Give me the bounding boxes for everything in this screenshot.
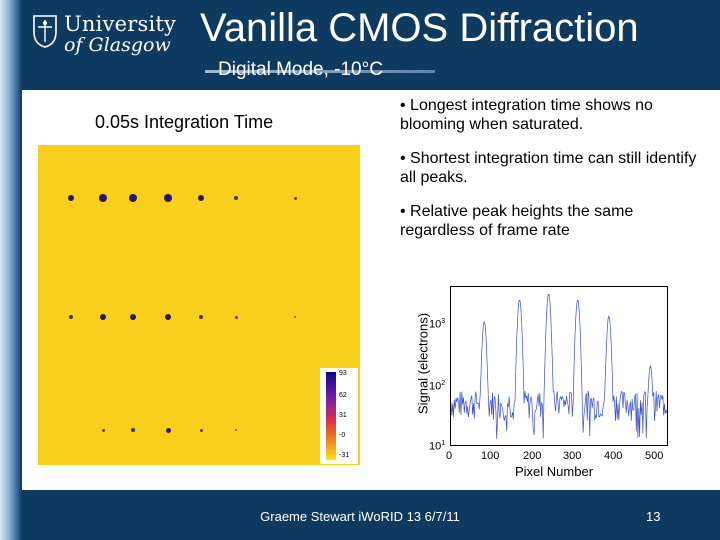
diffraction-spot bbox=[199, 315, 203, 319]
diffraction-spot bbox=[69, 315, 73, 319]
diffraction-spot bbox=[293, 196, 297, 200]
colorbar-tick: -0 bbox=[339, 432, 346, 439]
x-tick-label: 200 bbox=[523, 450, 542, 462]
logo-line-1: University bbox=[64, 12, 177, 36]
colorbar-tick: 62 bbox=[339, 392, 347, 399]
diffraction-spot bbox=[101, 428, 105, 432]
colorbar: 93 62 31 -0 -31 bbox=[320, 368, 358, 464]
integration-time-label: 0.05s Integration Time bbox=[95, 112, 274, 132]
bullet-item: • Shortest integration time can still id… bbox=[400, 150, 697, 186]
plot-area bbox=[450, 286, 668, 446]
crest-icon bbox=[33, 15, 57, 48]
diffraction-spot bbox=[165, 314, 171, 320]
university-logo: University of Glasgow bbox=[32, 12, 176, 60]
y-tick-label: 101 bbox=[429, 440, 446, 453]
slide-subtitle: Digital Mode, -10°C bbox=[218, 59, 383, 80]
signal-line bbox=[450, 293, 668, 439]
x-tick-label: 300 bbox=[563, 450, 582, 462]
x-axis-label: Pixel Number bbox=[515, 464, 594, 479]
diffraction-image bbox=[38, 145, 360, 465]
signal-trace bbox=[450, 293, 668, 439]
colorbar-tick: 31 bbox=[339, 412, 347, 419]
title-underline bbox=[205, 70, 435, 73]
diffraction-spot bbox=[99, 194, 107, 202]
y-tick-label: 103 bbox=[429, 318, 446, 331]
diffraction-spot bbox=[234, 315, 238, 319]
x-tick-label: 0 bbox=[446, 450, 453, 462]
diffraction-spot bbox=[165, 427, 171, 433]
diffraction-spot bbox=[129, 194, 137, 202]
y-tick-label: 102 bbox=[429, 380, 446, 393]
diffraction-spot bbox=[198, 195, 204, 201]
bullet-item: • Longest integration time shows no bloo… bbox=[400, 97, 653, 133]
x-tick-label: 400 bbox=[604, 450, 623, 462]
x-tick-label: 500 bbox=[645, 450, 664, 462]
slide-title: Vanilla CMOS Diffraction bbox=[200, 6, 639, 50]
page-number: 13 bbox=[646, 509, 661, 524]
diffraction-spot bbox=[131, 428, 135, 432]
diffraction-spot bbox=[130, 314, 136, 320]
left-gradient-bar bbox=[0, 0, 22, 540]
diffraction-spot bbox=[234, 428, 238, 432]
bullet-item: • Relative peak heights the same regardl… bbox=[400, 203, 634, 239]
diffraction-spot bbox=[234, 196, 238, 200]
colorbar-gradient bbox=[326, 372, 336, 460]
diffraction-spot bbox=[164, 194, 172, 202]
diffraction-spot bbox=[293, 315, 297, 319]
footer-author: Graeme Stewart iWoRID 13 6/7/11 bbox=[260, 509, 460, 524]
colorbar-tick: 93 bbox=[339, 370, 347, 377]
diffraction-spot bbox=[68, 195, 74, 201]
colorbar-tick: -31 bbox=[339, 452, 350, 459]
bullet-list: • Longest integration time shows no bloo… bbox=[400, 96, 710, 255]
x-tick-label: 100 bbox=[481, 450, 500, 462]
diffraction-spot bbox=[100, 314, 106, 320]
logo-line-2: of Glasgow bbox=[64, 34, 171, 56]
signal-plot: Signal (electrons) 103 102 101 0 100 200… bbox=[405, 278, 675, 488]
diffraction-spot bbox=[199, 428, 203, 432]
